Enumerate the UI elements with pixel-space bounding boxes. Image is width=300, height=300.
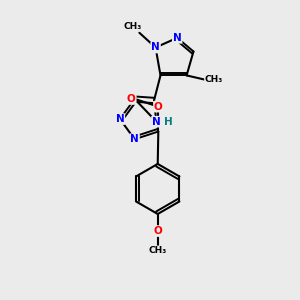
Text: N: N <box>130 134 139 144</box>
Text: O: O <box>153 226 162 236</box>
Text: O: O <box>127 94 136 104</box>
Text: CH₃: CH₃ <box>205 75 223 84</box>
Text: N: N <box>151 43 160 52</box>
Text: O: O <box>154 102 163 112</box>
Text: N: N <box>116 114 124 124</box>
Text: N: N <box>152 117 161 127</box>
Text: CH₃: CH₃ <box>148 246 167 255</box>
Text: CH₃: CH₃ <box>124 22 142 31</box>
Text: H: H <box>164 117 173 127</box>
Text: N: N <box>173 33 182 43</box>
